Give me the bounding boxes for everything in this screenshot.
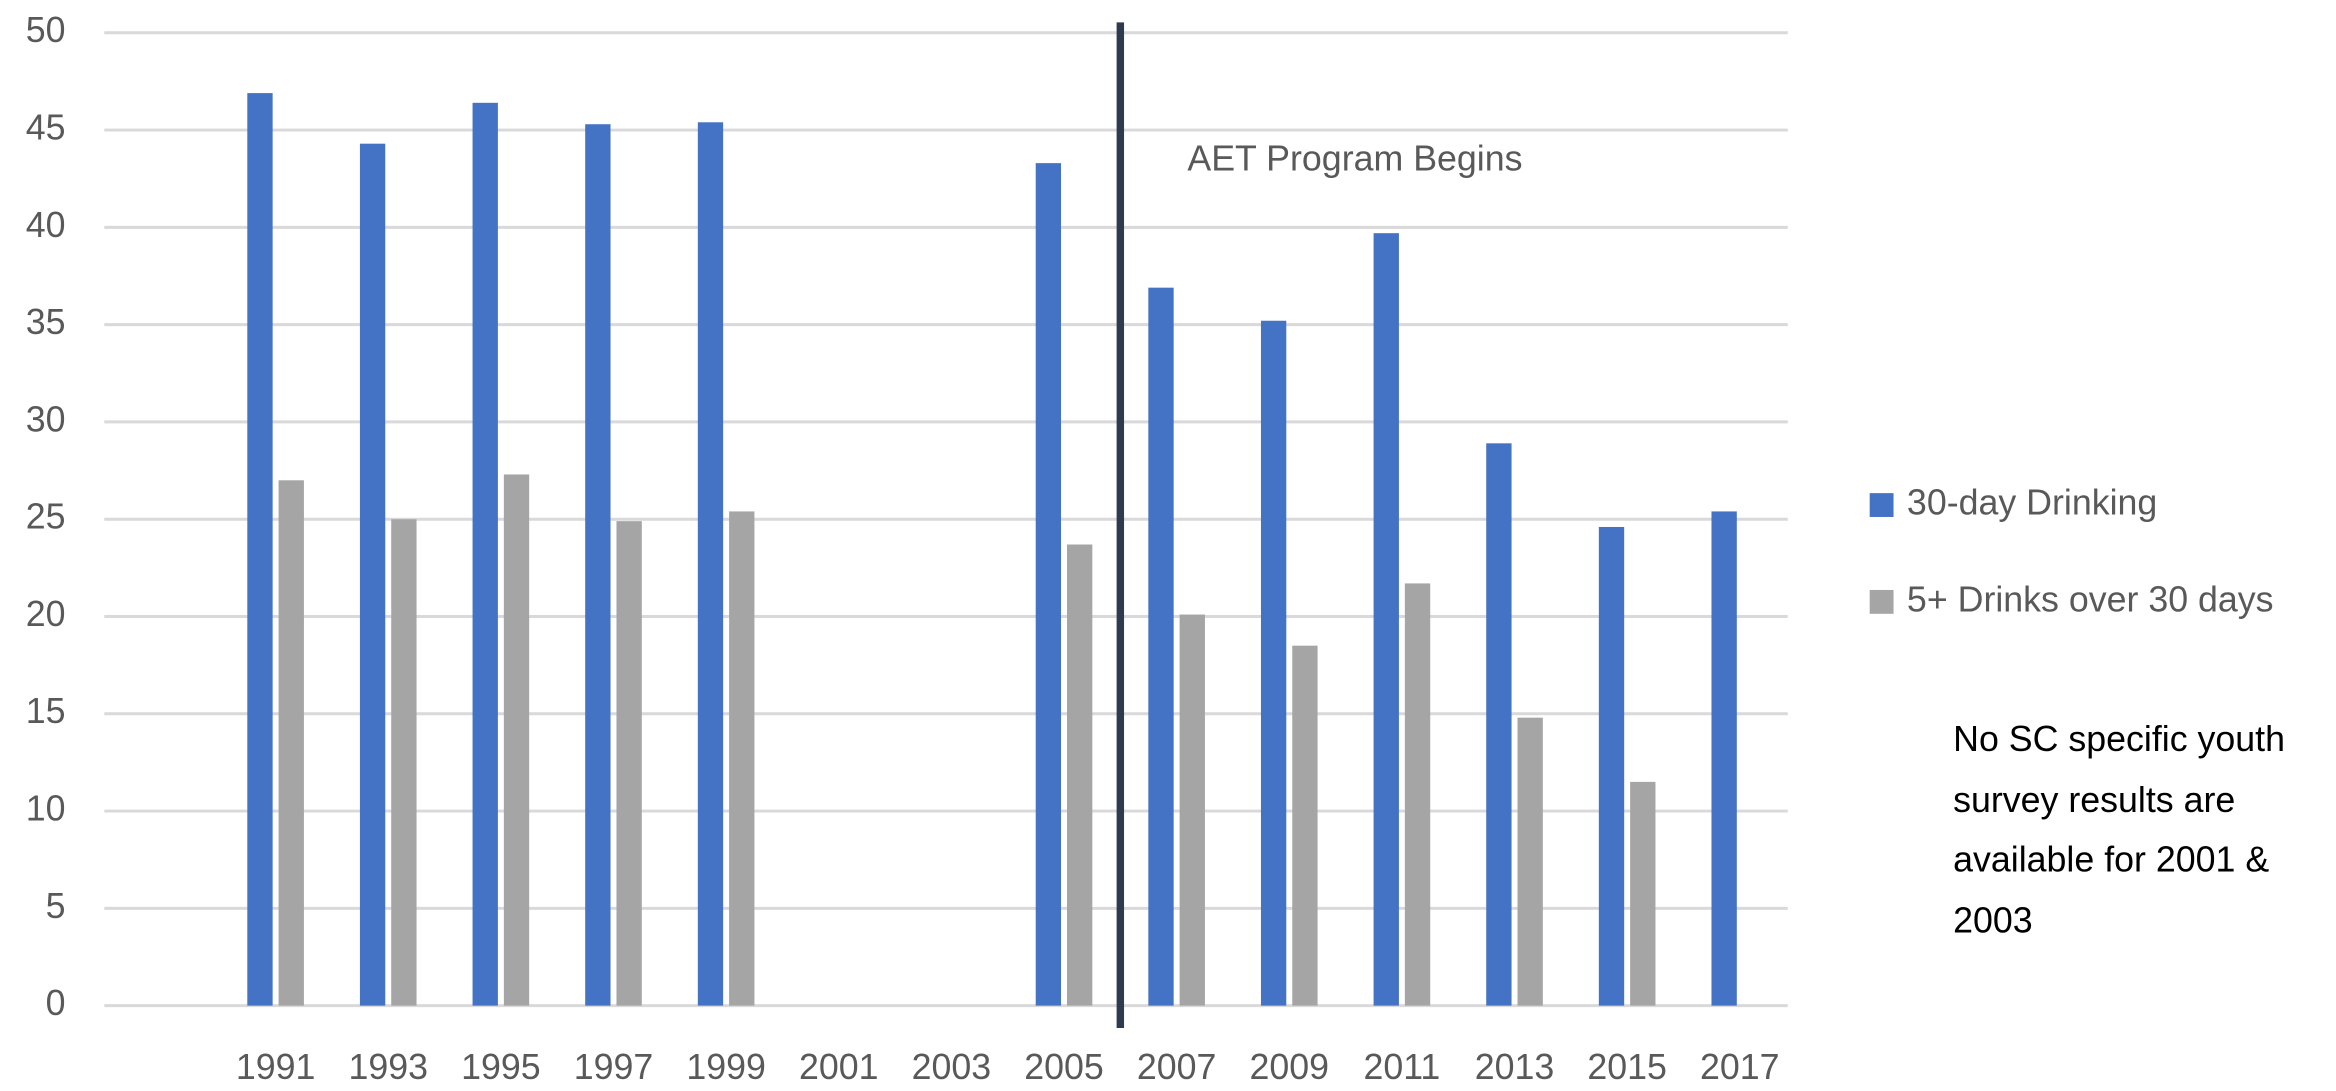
- bar: [359, 143, 386, 1006]
- y-tick-label: 30: [26, 399, 66, 439]
- bar: [472, 102, 498, 1006]
- bar: [247, 93, 273, 1006]
- y-tick-label: 40: [26, 205, 66, 245]
- bar: [1630, 781, 1656, 1006]
- bar: [697, 122, 724, 1006]
- x-tick-label: 2015: [1587, 1047, 1667, 1087]
- x-tick-label: 2003: [912, 1047, 992, 1087]
- y-tick-label: 15: [26, 691, 66, 731]
- y-tick-label: 50: [26, 10, 66, 50]
- x-tick-label: 1995: [461, 1047, 541, 1087]
- legend-swatch: [1869, 493, 1894, 517]
- x-tick-label: 2007: [1137, 1047, 1217, 1087]
- bar: [503, 474, 530, 1006]
- bar: [1179, 614, 1205, 1006]
- y-tick-label: 25: [26, 497, 66, 537]
- y-tick-label: 35: [26, 302, 66, 342]
- bar: [729, 511, 755, 1006]
- y-tick-label: 5: [46, 886, 66, 926]
- annotation: AET Program Begins: [1187, 138, 1522, 178]
- bar: [1148, 287, 1174, 1006]
- bar: [1404, 583, 1431, 1006]
- x-tick-label: 1991: [236, 1047, 316, 1087]
- bar: [1260, 320, 1287, 1006]
- bar: [616, 521, 642, 1006]
- bar: [1517, 717, 1543, 1006]
- x-tick-label: 1993: [348, 1047, 428, 1087]
- x-tick-label: 2013: [1475, 1047, 1555, 1087]
- x-tick-label: 1999: [686, 1047, 766, 1087]
- legend-swatch: [1869, 589, 1894, 614]
- x-tick-label: 1997: [574, 1047, 654, 1087]
- note: No SC specific youth survey results are …: [1953, 719, 2285, 941]
- bar: [1292, 645, 1318, 1006]
- bar: [1711, 511, 1737, 1006]
- legend-label: 30-day Drinking: [1907, 482, 2157, 522]
- bar: [278, 480, 304, 1006]
- x-tick-label: 2009: [1250, 1047, 1330, 1087]
- bar: [1373, 233, 1399, 1006]
- y-tick-label: 45: [26, 107, 66, 147]
- x-tick-label: 2017: [1700, 1047, 1780, 1087]
- bar: [1486, 443, 1512, 1006]
- x-tick-label: 2005: [1024, 1047, 1104, 1087]
- bar: [1598, 526, 1625, 1006]
- x-tick-label: 2001: [799, 1047, 879, 1087]
- note-box: No SC specific youth survey results are …: [1953, 719, 2285, 941]
- bar: [391, 519, 417, 1006]
- y-tick-label: 20: [26, 594, 66, 634]
- y-tick-label: 10: [26, 788, 66, 828]
- x-tick-label: 2011: [1363, 1047, 1440, 1087]
- bar: [585, 124, 611, 1006]
- y-tick-label: 0: [46, 983, 66, 1023]
- bar: [1035, 163, 1062, 1006]
- bar: [1066, 544, 1093, 1006]
- legend-label: 5+ Drinks over 30 days: [1907, 579, 2274, 619]
